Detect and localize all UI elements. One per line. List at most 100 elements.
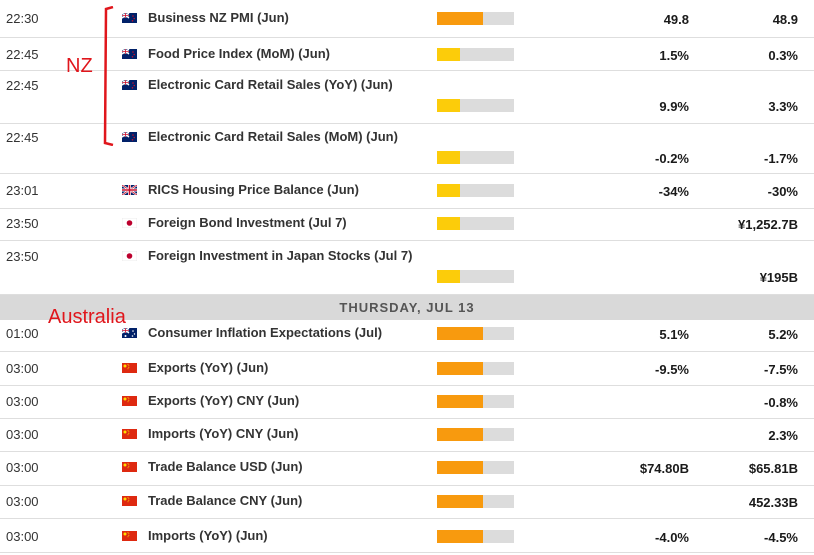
australia-annotation: Australia [48, 306, 126, 328]
actual-value: 49.8 [663, 12, 689, 27]
event-time: 03:00 [6, 427, 39, 442]
impact-bar-fill [437, 184, 461, 197]
event-name[interactable]: Foreign Bond Investment (Jul 7) [148, 215, 347, 230]
event-name[interactable]: Imports (YoY) (Jun) [148, 528, 268, 543]
event-row[interactable]: 23:50 Foreign Bond Investment (Jul 7) ¥1,2… [0, 209, 814, 241]
event-time: 03:00 [6, 361, 39, 376]
cn-flag-icon [122, 462, 137, 472]
event-time: 03:00 [6, 529, 39, 544]
impact-bar [437, 270, 514, 283]
previous-value: -1.7% [764, 151, 798, 166]
impact-bar [437, 461, 514, 474]
event-row[interactable]: 03:00 Imports (YoY) (Jun) -4.0% -4.5% [0, 519, 814, 553]
impact-bar-fill [437, 48, 461, 61]
event-row[interactable]: 03:00 Imports (YoY) CNY (Jun) 2.3% [0, 419, 814, 452]
event-name[interactable]: Business NZ PMI (Jun) [148, 10, 289, 25]
impact-bar-fill [437, 270, 461, 283]
nz-flag-icon [122, 80, 137, 90]
impact-bar-fill [437, 362, 484, 375]
event-row[interactable]: 23:50 Foreign Investment in Japan Stocks … [0, 241, 814, 295]
event-row[interactable]: 22:45 Food Price Index (MoM) (Jun) 1.5% 0.3… [0, 38, 814, 71]
event-name[interactable]: Trade Balance USD (Jun) [148, 459, 303, 474]
cn-flag-icon [122, 531, 137, 541]
actual-value: 9.9% [659, 99, 689, 114]
cn-flag-icon [122, 496, 137, 506]
nz-annotation: NZ [66, 55, 93, 77]
event-time: 23:50 [6, 216, 39, 231]
impact-bar [437, 184, 514, 197]
actual-value: 5.1% [659, 327, 689, 342]
impact-bar [437, 327, 514, 340]
actual-value: 1.5% [659, 48, 689, 63]
event-time: 01:00 [6, 326, 39, 341]
event-name[interactable]: Exports (YoY) (Jun) [148, 360, 269, 375]
event-time: 23:01 [6, 183, 39, 198]
impact-bar-fill [437, 327, 484, 340]
event-name[interactable]: Consumer Inflation Expectations (Jul) [148, 325, 383, 340]
event-name[interactable]: Foreign Investment in Japan Stocks (Jul … [148, 248, 413, 263]
actual-value: -4.0% [655, 530, 689, 545]
cn-flag-icon [122, 396, 137, 406]
previous-value: ¥1,252.7B [738, 217, 798, 232]
impact-bar [437, 99, 514, 112]
previous-value: $65.81B [748, 461, 798, 476]
nz-flag-icon [122, 13, 137, 23]
impact-bar [437, 48, 514, 61]
event-name[interactable]: Electronic Card Retail Sales (YoY) (Jun) [148, 77, 393, 92]
actual-value: -0.2% [655, 151, 689, 166]
event-row[interactable]: 22:30 Business NZ PMI (Jun) 49.8 48.9 [0, 0, 814, 38]
impact-bar-fill [437, 395, 484, 408]
previous-value: 452.33B [748, 495, 798, 510]
nz-flag-icon [122, 132, 137, 142]
event-row[interactable]: 03:00 Exports (YoY) (Jun) -9.5% -7.5% [0, 352, 814, 386]
event-time: 03:00 [6, 494, 39, 509]
cn-flag-icon [122, 429, 137, 439]
event-row[interactable]: 22:45 Electronic Card Retail Sales (YoY) … [0, 71, 814, 124]
event-name[interactable]: Exports (YoY) CNY (Jun) [148, 393, 300, 408]
event-time: 22:30 [6, 11, 39, 26]
previous-value: 3.3% [768, 99, 798, 114]
impact-bar [437, 151, 514, 164]
event-name[interactable]: RICS Housing Price Balance (Jun) [148, 182, 359, 197]
actual-value: -34% [658, 184, 689, 199]
event-name[interactable]: Trade Balance CNY (Jun) [148, 493, 303, 508]
impact-bar-fill [437, 428, 484, 441]
actual-value: $74.80B [639, 461, 689, 476]
jp-flag-icon [122, 251, 137, 261]
impact-bar-fill [437, 151, 461, 164]
event-row[interactable]: 22:45 Electronic Card Retail Sales (MoM) … [0, 124, 814, 174]
impact-bar-fill [437, 12, 484, 25]
event-row[interactable]: 03:00 Exports (YoY) CNY (Jun) -0.8% [0, 386, 814, 419]
au-flag-icon [122, 328, 137, 338]
uk-flag-icon [122, 185, 137, 195]
previous-value: -7.5% [764, 362, 798, 377]
actual-value: -9.5% [655, 362, 689, 377]
previous-value: -4.5% [764, 530, 798, 545]
event-row[interactable]: 03:00 Trade Balance CNY (Jun) 452.33B [0, 486, 814, 519]
previous-value: ¥195B [759, 270, 798, 285]
event-time: 22:45 [6, 78, 39, 93]
event-name[interactable]: Imports (YoY) CNY (Jun) [148, 426, 299, 441]
event-time: 03:00 [6, 394, 39, 409]
event-time: 22:45 [6, 47, 39, 62]
previous-value: -30% [767, 184, 798, 199]
impact-bar [437, 362, 514, 375]
previous-value: 48.9 [772, 12, 798, 27]
event-row[interactable]: 03:00 Trade Balance USD (Jun) $74.80B $65.8… [0, 452, 814, 486]
event-row[interactable]: 23:01 RICS Housing Price Balance (Jun) -34… [0, 174, 814, 209]
previous-value: 5.2% [768, 327, 798, 342]
impact-bar-fill [437, 217, 461, 230]
nz-bracket-annotation [103, 6, 114, 146]
impact-bar [437, 217, 514, 230]
event-name[interactable]: Food Price Index (MoM) (Jun) [148, 46, 330, 61]
nz-flag-icon [122, 49, 137, 59]
event-name[interactable]: Electronic Card Retail Sales (MoM) (Jun) [148, 129, 398, 144]
cn-flag-icon [122, 363, 137, 373]
event-row[interactable]: 01:00 Consumer Inflation Expectations (Ju… [0, 320, 814, 352]
jp-flag-icon [122, 218, 137, 228]
previous-value: 2.3% [768, 428, 798, 443]
impact-bar-fill [437, 99, 461, 112]
impact-bar [437, 428, 514, 441]
event-time: 22:45 [6, 130, 39, 145]
day-header: THURSDAY, JUL 13 [0, 295, 814, 320]
